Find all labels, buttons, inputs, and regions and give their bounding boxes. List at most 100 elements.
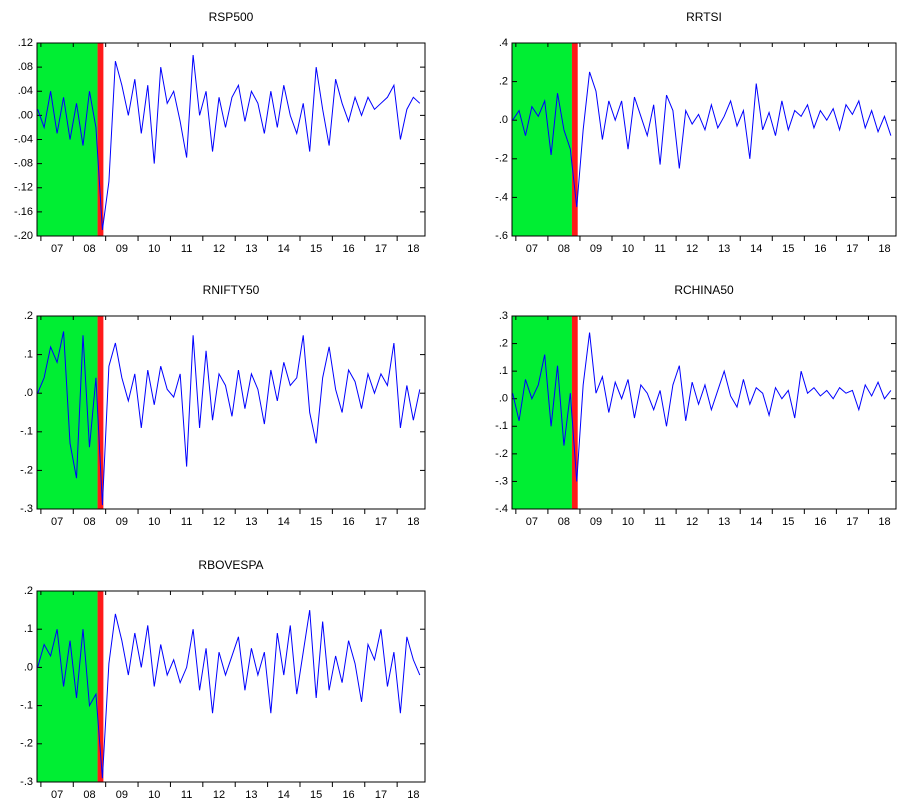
x-tick-label: 11 — [654, 243, 665, 255]
y-tick-label: -.04 — [14, 133, 33, 145]
y-tick-label: .0 — [499, 114, 508, 126]
x-tick-label: 12 — [213, 516, 225, 528]
x-tick-label: 13 — [718, 243, 730, 255]
x-tick-label: 16 — [342, 516, 354, 528]
x-tick-label: 16 — [342, 789, 354, 801]
y-tick-label: -.6 — [495, 230, 508, 242]
x-tick-label: 11 — [181, 516, 192, 528]
y-tick-label: -.3 — [20, 776, 33, 788]
x-tick-label: 07 — [51, 243, 63, 255]
chart-title: RBOVESPA — [198, 558, 263, 572]
x-tick-label: 08 — [558, 516, 570, 528]
shaded-region — [37, 316, 98, 509]
x-tick-label: 11 — [181, 243, 192, 255]
y-tick-label: .1 — [499, 365, 508, 377]
y-tick-label: -.08 — [14, 158, 33, 170]
x-tick-label: 11 — [181, 789, 192, 801]
x-tick-label: 14 — [278, 243, 290, 255]
y-tick-label: .0 — [499, 393, 508, 405]
x-tick-label: 15 — [782, 243, 794, 255]
x-tick-label: 08 — [83, 243, 95, 255]
chart-title: RSP500 — [209, 10, 254, 24]
x-tick-label: 17 — [375, 516, 387, 528]
x-tick-label: 16 — [814, 516, 826, 528]
y-tick-label: .2 — [499, 76, 508, 88]
shaded-region — [98, 316, 104, 509]
x-tick-label: 08 — [83, 789, 95, 801]
x-tick-label: 18 — [407, 516, 419, 528]
x-tick-label: 07 — [526, 516, 538, 528]
y-tick-label: -.3 — [20, 503, 33, 515]
y-tick-label: -.20 — [14, 230, 33, 242]
y-tick-label: -.12 — [14, 182, 33, 194]
y-tick-label: -.1 — [20, 426, 33, 438]
chart-grid: RSP500 -.20 -.16 -.12 -.08 -.04 .00 .04 .08 .12 07… — [0, 0, 898, 803]
y-tick-label: -.2 — [20, 738, 33, 750]
x-tick-label: 14 — [750, 243, 762, 255]
y-tick-label: .2 — [24, 310, 33, 322]
x-tick-label: 09 — [590, 243, 602, 255]
x-tick-label: 11 — [654, 516, 665, 528]
chart-title: RRTSI — [686, 10, 722, 24]
x-tick-label: 15 — [310, 789, 322, 801]
x-tick-label: 07 — [51, 516, 63, 528]
y-tick-label: .08 — [18, 61, 33, 73]
shaded-region — [512, 43, 572, 236]
x-tick-label: 09 — [116, 516, 128, 528]
x-tick-label: 09 — [116, 243, 128, 255]
x-tick-label: 07 — [526, 243, 538, 255]
shaded-region — [37, 43, 98, 236]
x-tick-label: 17 — [846, 516, 858, 528]
y-tick-label: .0 — [24, 661, 33, 673]
y-tick-label: -.2 — [495, 153, 508, 165]
x-tick-label: 15 — [310, 243, 322, 255]
x-tick-label: 16 — [814, 243, 826, 255]
x-tick-label: 18 — [878, 516, 890, 528]
y-tick-label: -.2 — [20, 464, 33, 476]
x-tick-label: 08 — [83, 516, 95, 528]
x-tick-label: 18 — [407, 789, 419, 801]
shaded-region — [37, 591, 98, 782]
x-tick-label: 12 — [686, 243, 698, 255]
x-tick-label: 09 — [590, 516, 602, 528]
y-tick-label: .00 — [18, 109, 33, 121]
y-tick-label: -.1 — [495, 420, 508, 432]
y-tick-label: -.2 — [495, 448, 508, 460]
x-tick-label: 10 — [148, 789, 160, 801]
y-tick-label: .1 — [24, 623, 33, 635]
chart-title: RNIFTY50 — [203, 283, 260, 297]
x-tick-label: 17 — [846, 243, 858, 255]
x-tick-label: 09 — [116, 789, 128, 801]
y-tick-label: .0 — [24, 387, 33, 399]
y-tick-label: .3 — [499, 310, 508, 322]
x-tick-label: 08 — [558, 243, 570, 255]
x-tick-label: 16 — [342, 243, 354, 255]
y-tick-label: .12 — [18, 37, 33, 49]
x-tick-label: 14 — [278, 789, 290, 801]
x-tick-label: 10 — [148, 516, 160, 528]
x-tick-label: 12 — [686, 516, 698, 528]
x-tick-label: 10 — [622, 516, 634, 528]
y-tick-label: -.4 — [495, 191, 508, 203]
y-tick-label: .2 — [24, 585, 33, 597]
shaded-region — [512, 316, 572, 509]
y-tick-label: -.1 — [20, 700, 33, 712]
y-tick-label: -.4 — [495, 503, 508, 515]
x-tick-label: 13 — [245, 789, 257, 801]
x-tick-label: 18 — [878, 243, 890, 255]
x-tick-label: 13 — [245, 243, 257, 255]
x-tick-label: 12 — [213, 789, 225, 801]
y-tick-label: .1 — [24, 349, 33, 361]
x-tick-label: 13 — [245, 516, 257, 528]
x-tick-label: 15 — [782, 516, 794, 528]
x-tick-label: 14 — [750, 516, 762, 528]
x-tick-label: 18 — [407, 243, 419, 255]
y-tick-label: .04 — [18, 85, 33, 97]
x-tick-label: 10 — [148, 243, 160, 255]
x-tick-label: 07 — [51, 789, 63, 801]
x-tick-label: 14 — [278, 516, 290, 528]
x-tick-label: 17 — [375, 789, 387, 801]
y-tick-label: -.16 — [14, 206, 33, 218]
chart-title: RCHINA50 — [674, 283, 734, 297]
x-tick-label: 13 — [718, 516, 730, 528]
